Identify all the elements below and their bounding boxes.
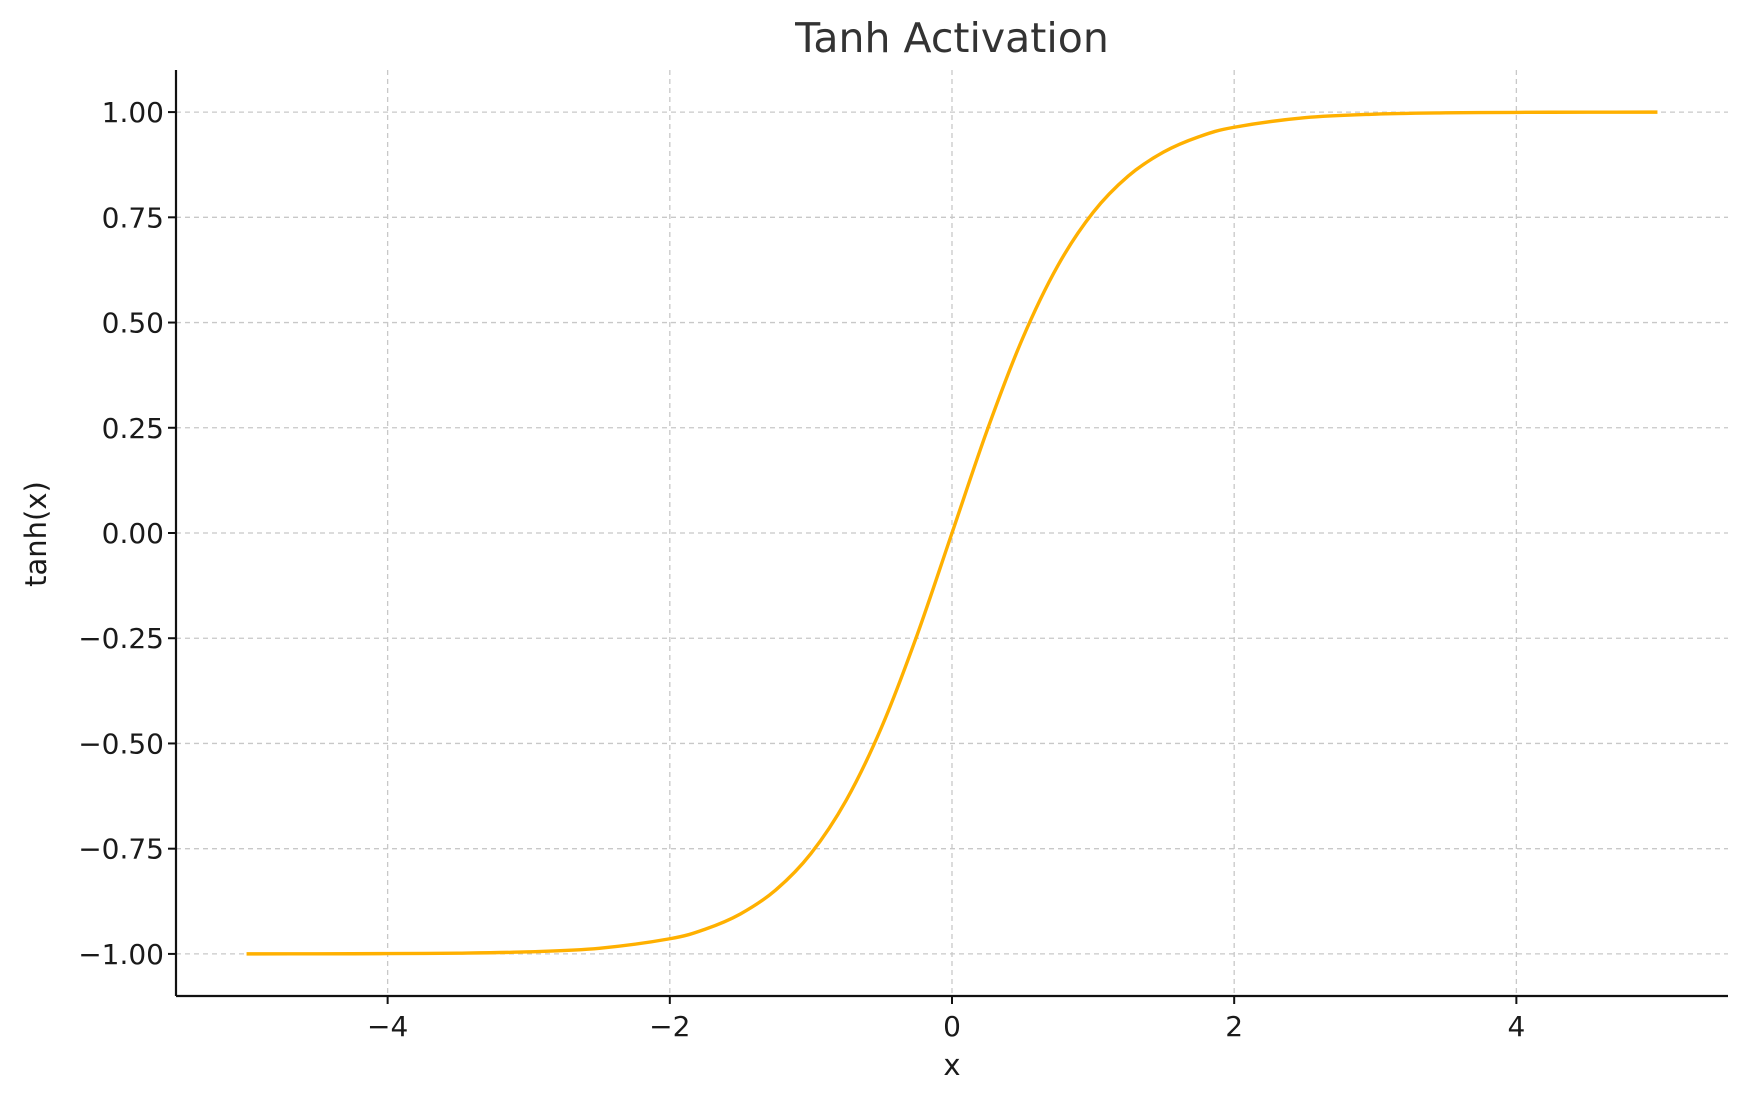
- x-axis-label: x: [943, 1048, 960, 1082]
- y-tick-label-3: −0.25: [78, 622, 164, 655]
- chart-title: Tanh Activation: [794, 14, 1109, 62]
- series-layer: [246, 110, 1658, 956]
- x-tick-label-3: 2: [1225, 1010, 1243, 1043]
- x-axis-ticks: −4 −2 0 2 4: [367, 996, 1525, 1043]
- y-tick-label-0: −1.00: [78, 938, 164, 971]
- y-axis-ticks: −1.00 −0.75 −0.50 −0.25 0.00 0.25 0.50 0.75 1.00: [78, 96, 176, 971]
- y-tick-label-1: −0.75: [78, 833, 164, 866]
- y-tick-label-5: 0.25: [102, 412, 164, 445]
- y-tick-label-6: 0.50: [102, 307, 164, 340]
- x-tick-label-2: 0: [943, 1010, 961, 1043]
- grid: [176, 70, 1728, 996]
- y-tick-label-8: 1.00: [102, 96, 164, 129]
- y-tick-label-4: 0.00: [102, 517, 164, 550]
- series-line-0: [246, 110, 1658, 956]
- x-tick-label-4: 4: [1507, 1010, 1525, 1043]
- y-tick-label-7: 0.75: [102, 201, 164, 234]
- x-tick-label-1: −2: [649, 1010, 690, 1043]
- y-axis-label: tanh(x): [19, 481, 53, 587]
- y-tick-label-2: −0.50: [78, 727, 164, 760]
- x-tick-label-0: −4: [367, 1010, 408, 1043]
